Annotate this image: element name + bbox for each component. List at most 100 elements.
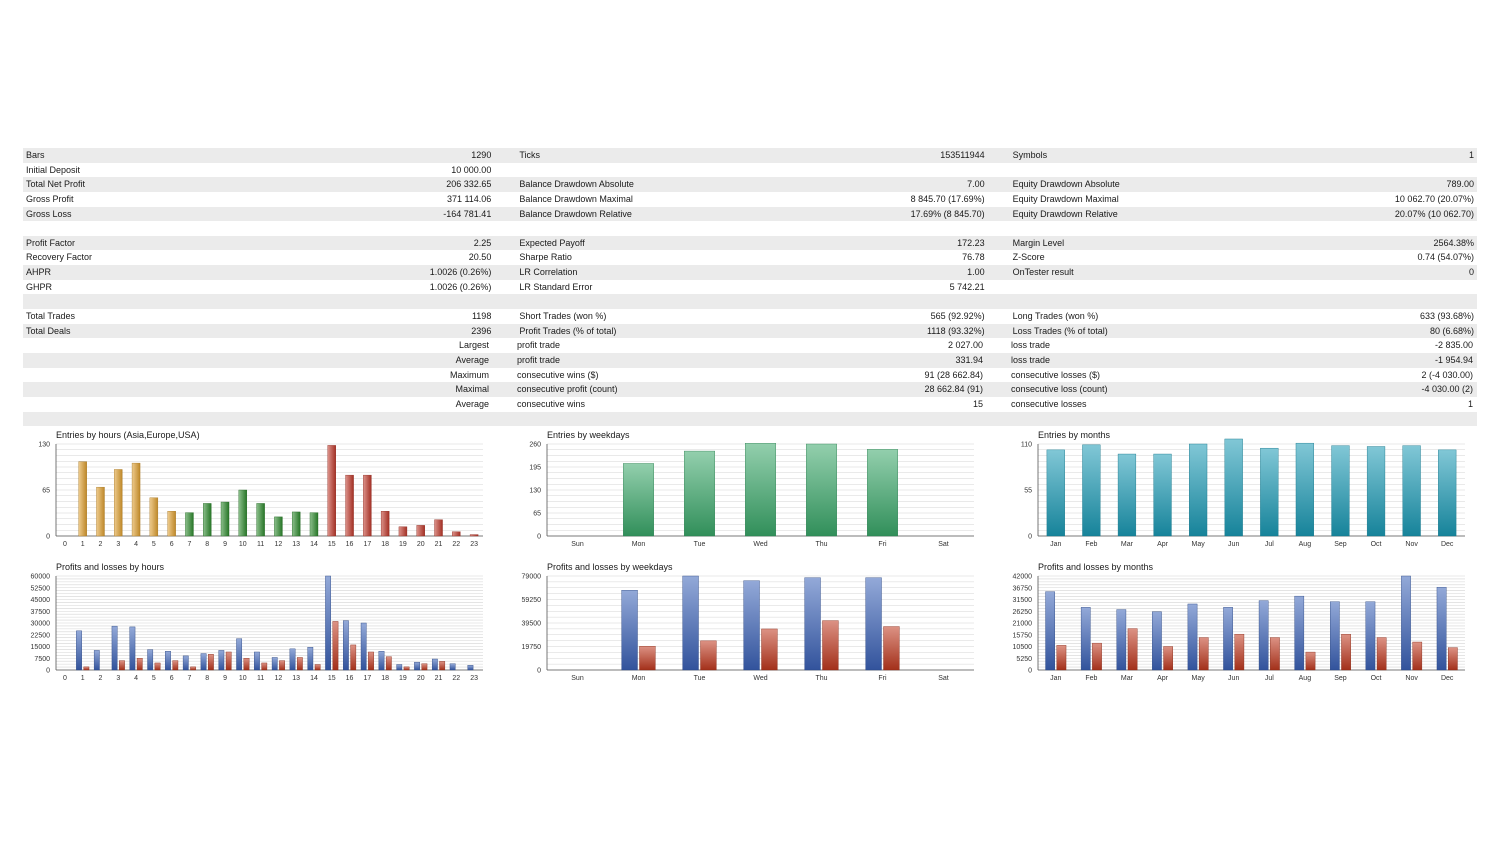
stats-label (988, 163, 1173, 178)
profit-bar (1223, 607, 1233, 671)
profit-bar (1152, 611, 1162, 671)
bar (256, 503, 265, 537)
stats-label: Gross Loss (26, 208, 72, 219)
bar (867, 449, 898, 537)
entries-by-hours-chart: Entries by hours (Asia,Europe,USA) 0 65 130… (23, 426, 493, 558)
y-tick-label: 15000 (31, 644, 51, 651)
x-tick-label: Thu (815, 541, 827, 548)
stats-value (1172, 412, 1477, 427)
x-tick-label: Aug (1299, 541, 1312, 548)
loss-bar (279, 660, 285, 671)
loss-bar (1305, 651, 1316, 671)
charts-panel: Entries by hours (Asia,Europe,USA) 0 65 130… (23, 426, 1477, 696)
loss-bar (1198, 637, 1209, 671)
stats-label (23, 221, 176, 236)
profit-bar (804, 577, 821, 671)
loss-bar (1412, 641, 1423, 671)
stats-value (176, 294, 495, 309)
loss-bar (1163, 646, 1173, 671)
x-tick-label: 10 (239, 541, 247, 548)
loss-bar (190, 666, 196, 671)
stats-value: 10 000.00 (451, 164, 492, 175)
profit-bar (1258, 600, 1269, 671)
stats-value: 15 (972, 398, 983, 409)
stats-label: consecutive wins ($) (517, 369, 599, 380)
x-tick-label: 12 (274, 541, 282, 548)
stats-label (988, 294, 1173, 309)
y-tick-label: 22500 (31, 632, 51, 639)
loss-bar (1448, 647, 1458, 671)
stats-value: 1.00 (967, 267, 985, 278)
stats-value (1172, 163, 1477, 178)
x-tick-label: 18 (381, 675, 389, 682)
loss-bar (761, 628, 778, 671)
loss-bar (700, 640, 717, 671)
chart-svg: 0 65 130 195 260 Sun Mon Tue Wed Thu Fri Sat (529, 442, 974, 548)
x-tick-label: 14 (310, 541, 318, 548)
stats-row: Gross Loss -164 781.41 Balance Drawdown Re… (23, 206, 1477, 222)
chart-title: Entries by months (1038, 430, 1111, 440)
loss-bar (296, 657, 303, 671)
x-tick-label: 8 (205, 675, 209, 682)
x-tick-label: 10 (239, 675, 247, 682)
bar (114, 469, 123, 537)
loss-bar (1376, 637, 1387, 671)
loss-bar (1092, 642, 1102, 671)
bar (1224, 438, 1243, 537)
stats-label: LR Standard Error (519, 281, 593, 292)
stats-value (679, 163, 988, 178)
x-tick-label: 7 (187, 675, 191, 682)
stats-value: 20.07% (10 062.70) (1394, 208, 1474, 219)
profit-bar (200, 653, 207, 671)
loss-bar (403, 666, 410, 671)
x-tick-label: 4 (134, 675, 138, 682)
stats-value (679, 412, 988, 427)
profit-bar (467, 665, 474, 671)
stats-label: Balance Drawdown Relative (519, 208, 632, 219)
x-tick-label: 22 (452, 675, 460, 682)
x-tick-label: 6 (170, 675, 174, 682)
loss-bar (314, 664, 321, 671)
loss-bar (83, 666, 90, 671)
stats-value: 1198 (471, 311, 492, 322)
stats-value: 5 742.21 (949, 281, 985, 292)
loss-bar (350, 644, 357, 671)
stats-value (1172, 221, 1477, 236)
x-tick-label: Tue (694, 675, 706, 682)
stats-label: profit trade (517, 340, 561, 351)
x-tick-label: Fri (878, 541, 887, 548)
bar (185, 512, 194, 537)
y-tick-label: 37500 (31, 609, 51, 616)
stats-value: 0 (1468, 267, 1474, 278)
bar (345, 474, 354, 537)
bar (78, 461, 87, 537)
y-tick-label: 42000 (1013, 574, 1033, 581)
stats-label: consecutive wins (517, 398, 586, 409)
bar (1402, 445, 1421, 537)
y-tick-label: 0 (537, 534, 541, 541)
x-tick-label: Tue (694, 541, 706, 548)
stats-label: Ticks (519, 150, 540, 160)
x-tick-label: May (1192, 675, 1206, 682)
stats-label: Long Trades (won %) (1012, 311, 1099, 322)
x-tick-label: Mon (632, 675, 646, 682)
loss-bar (154, 662, 161, 671)
entries-by-months-chart: Entries by months 0 55 110 Jan Feb Mar Apr May Ju… (1005, 426, 1475, 558)
x-tick-label: 21 (435, 541, 443, 548)
stats-value: 8 845.70 (17.69%) (910, 193, 985, 204)
stats-value (176, 221, 495, 236)
x-tick-label: 17 (363, 541, 371, 548)
y-tick-label: 26250 (1013, 609, 1033, 616)
y-tick-label: 65 (533, 511, 541, 518)
loss-bar (1341, 633, 1351, 671)
stats-value: -2 835.00 (1434, 340, 1473, 351)
x-tick-label: Feb (1085, 541, 1097, 548)
y-tick-label: 19750 (522, 644, 542, 651)
x-tick-label: Jun (1228, 675, 1239, 682)
stats-label: Equity Drawdown Relative (1012, 208, 1118, 219)
stats-row (23, 411, 1477, 427)
stats-label: Short Trades (won %) (519, 311, 607, 322)
stats-value: 1118 (93.32%) (926, 325, 985, 336)
profit-bar (378, 650, 385, 671)
